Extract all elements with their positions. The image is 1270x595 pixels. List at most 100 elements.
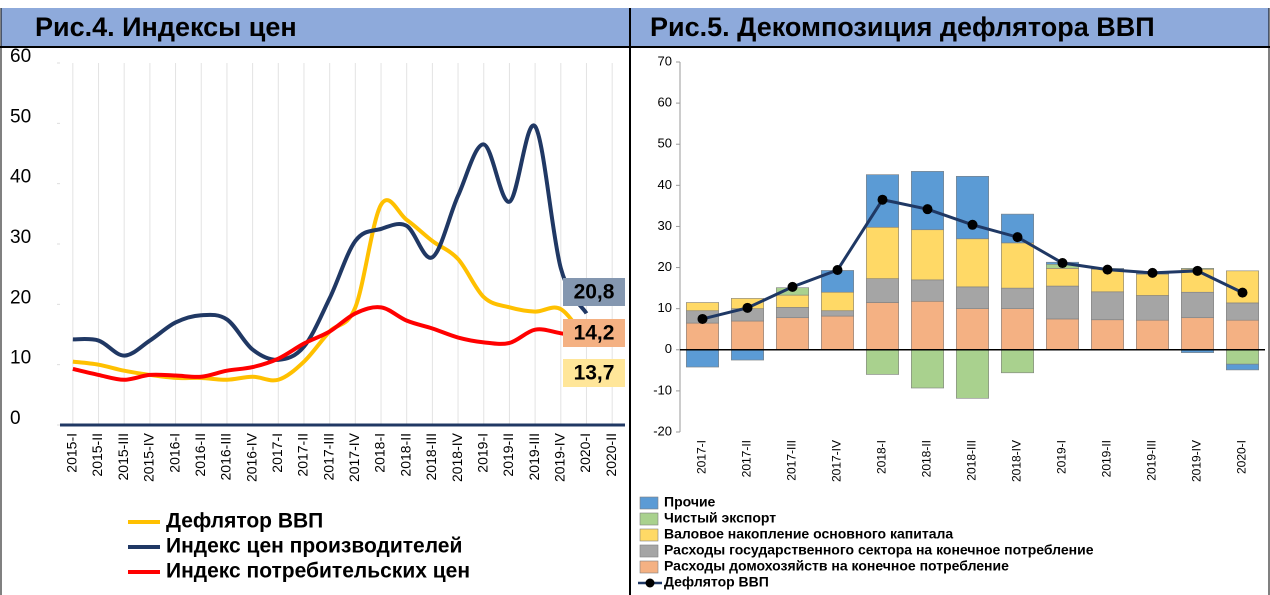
bar [685, 349, 719, 368]
bar [1226, 349, 1260, 365]
annotation-box [563, 359, 625, 387]
bar [1000, 349, 1034, 374]
bar [910, 279, 944, 302]
x-tick-label: 2019-I [1055, 440, 1069, 474]
y-tick-label: -20 [653, 423, 672, 438]
chart-title: Рис.4. Индексы цен [35, 12, 297, 42]
line-marker [1102, 264, 1113, 275]
bar [955, 238, 989, 288]
x-tick-label: 2018-I [875, 440, 889, 474]
bar [685, 302, 719, 312]
line-marker [787, 281, 798, 292]
x-tick-label: 2018-III [965, 440, 979, 481]
x-tick-label: 2016-I [166, 433, 182, 473]
x-tick-label: 2017-III [785, 440, 799, 481]
y-tick-label: 20 [658, 259, 672, 274]
bar [820, 315, 854, 351]
x-tick-label: 2016-II [192, 433, 208, 477]
bar [865, 302, 899, 351]
y-tick-label: 40 [10, 167, 31, 188]
x-tick-label: 2015-IV [141, 432, 157, 482]
legend-label: Дефлятор ВВП [166, 510, 323, 533]
legend-label: Прочие [664, 494, 716, 510]
x-tick-label: 2017-IV [830, 440, 844, 482]
bar [820, 310, 854, 317]
legend-swatch [639, 528, 659, 542]
y-tick-label: 30 [658, 218, 672, 233]
x-tick-label: 2018-IV [449, 432, 465, 482]
bar [1046, 268, 1080, 287]
line-marker [1012, 232, 1023, 243]
bar [775, 307, 809, 319]
y-tick-label: 50 [658, 136, 672, 151]
line-marker [967, 219, 978, 230]
x-tick-label: 2016-III [218, 433, 234, 480]
bar [910, 229, 944, 281]
y-tick-label: 50 [10, 106, 31, 127]
legend-swatch [645, 578, 655, 588]
bar [910, 171, 944, 231]
bar [1000, 287, 1034, 309]
legend-label: Расходы домохозяйств на конечное потребл… [664, 558, 1009, 574]
bar [775, 317, 809, 351]
line-marker [1057, 258, 1068, 269]
legend-label: Дефлятор ВВП [664, 574, 769, 590]
bar [955, 349, 989, 399]
x-tick-label: 2019-II [500, 433, 516, 477]
bar [730, 320, 764, 351]
x-tick-label: 2018-II [920, 440, 934, 477]
bar [1046, 285, 1080, 320]
line-marker [742, 302, 753, 313]
x-tick-label: 2018-I [372, 433, 388, 473]
bar [910, 349, 944, 389]
x-tick-label: 2019-I [474, 433, 490, 473]
x-tick-label: 2020-II [603, 433, 619, 477]
legend-label: Индекс цен производителей [166, 535, 462, 558]
bar [1136, 295, 1170, 321]
annotation: 13,7 [574, 362, 615, 385]
y-tick-label: 0 [665, 341, 672, 356]
line-marker [1237, 287, 1248, 298]
bar [1226, 302, 1260, 321]
x-tick-label: 2015-I [64, 433, 80, 473]
bar [685, 322, 719, 351]
bar [955, 308, 989, 351]
annotation-box [563, 319, 625, 347]
line-marker [1147, 267, 1158, 278]
bar [910, 300, 944, 351]
y-tick-label: 10 [658, 300, 672, 315]
line-marker [697, 313, 708, 324]
legend-label: Индекс потребительских цен [166, 560, 470, 583]
x-tick-label: 2018-II [397, 433, 413, 477]
bar [1181, 291, 1215, 319]
x-tick-label: 2017-II [295, 433, 311, 477]
y-tick-label: 20 [10, 287, 31, 308]
y-tick-label: 70 [658, 53, 672, 68]
bar [865, 349, 899, 375]
x-tick-label: 2015-III [115, 433, 131, 480]
y-tick-label: -10 [653, 382, 672, 397]
y-tick-label: 40 [658, 177, 672, 192]
x-tick-label: 2015-II [89, 433, 105, 477]
bar [1226, 363, 1260, 371]
legend-label: Расходы государственного сектора на коне… [664, 542, 1094, 558]
line-marker [832, 265, 843, 276]
title-bar [1, 8, 629, 46]
legend-label: Чистый экспорт [664, 510, 776, 526]
annotation: 20,8 [574, 281, 615, 304]
bar [820, 291, 854, 312]
bar [775, 294, 809, 308]
y-tick-label: 0 [10, 408, 21, 429]
x-tick-label: 2018-III [423, 433, 439, 480]
bar [1136, 319, 1170, 351]
annotation: 14,2 [574, 322, 615, 345]
bar [865, 226, 899, 279]
bar [1226, 319, 1260, 351]
line-marker [877, 194, 888, 205]
y-tick-label: 10 [10, 348, 31, 369]
x-tick-label: 2020-I [1235, 440, 1249, 474]
line-marker [922, 204, 933, 215]
bar [865, 278, 899, 303]
